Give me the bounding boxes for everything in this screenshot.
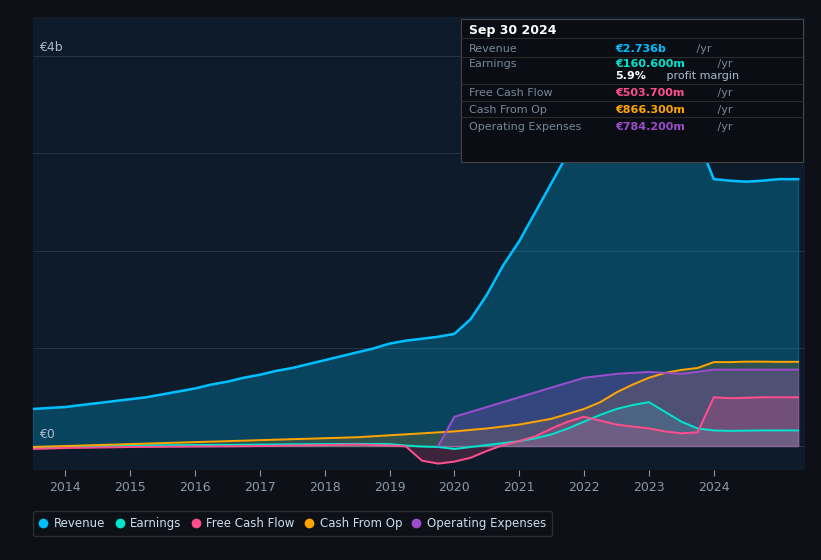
Text: €160.600m: €160.600m [616, 59, 686, 69]
Text: €866.300m: €866.300m [616, 105, 686, 115]
Legend: Revenue, Earnings, Free Cash Flow, Cash From Op, Operating Expenses: Revenue, Earnings, Free Cash Flow, Cash … [33, 511, 552, 536]
Text: €503.700m: €503.700m [616, 88, 685, 98]
Text: €0: €0 [39, 428, 55, 441]
Text: €4b: €4b [39, 41, 63, 54]
Text: Operating Expenses: Operating Expenses [469, 122, 581, 132]
Text: /yr: /yr [713, 105, 732, 115]
FancyBboxPatch shape [461, 19, 803, 162]
Text: /yr: /yr [713, 88, 732, 98]
Text: 5.9%: 5.9% [616, 71, 646, 81]
Text: €2.736b: €2.736b [616, 44, 667, 54]
Text: /yr: /yr [694, 44, 712, 54]
Text: profit margin: profit margin [663, 71, 740, 81]
Text: /yr: /yr [713, 122, 732, 132]
Text: Revenue: Revenue [469, 44, 517, 54]
Text: Free Cash Flow: Free Cash Flow [469, 88, 553, 98]
Text: Sep 30 2024: Sep 30 2024 [469, 24, 557, 38]
Text: /yr: /yr [713, 59, 732, 69]
Text: Cash From Op: Cash From Op [469, 105, 547, 115]
Text: Earnings: Earnings [469, 59, 517, 69]
Text: €784.200m: €784.200m [616, 122, 686, 132]
